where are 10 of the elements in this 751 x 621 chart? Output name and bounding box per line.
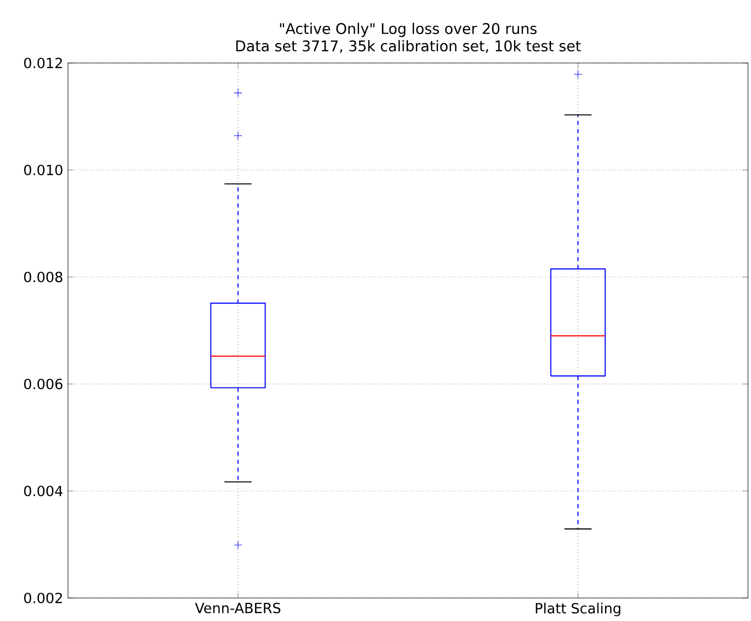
- chart-subtitle: Data set 3717, 35k calibration set, 10k test set: [236, 40, 581, 53]
- x-tick-label: Venn-ABERS: [194, 602, 280, 614]
- y-tick-label: 0.006: [24, 378, 62, 390]
- y-tick-label: 0.002: [24, 592, 62, 604]
- y-tick-label: 0.012: [24, 58, 62, 68]
- y-tick-label: 0.010: [24, 164, 62, 176]
- y-tick-label: 0.008: [24, 272, 62, 282]
- x-tick-label: Platt Scaling: [536, 602, 620, 616]
- chart-title: "Active Only" Log loss over 20 runs: [280, 22, 537, 37]
- y-tick-label: 0.004: [24, 486, 62, 496]
